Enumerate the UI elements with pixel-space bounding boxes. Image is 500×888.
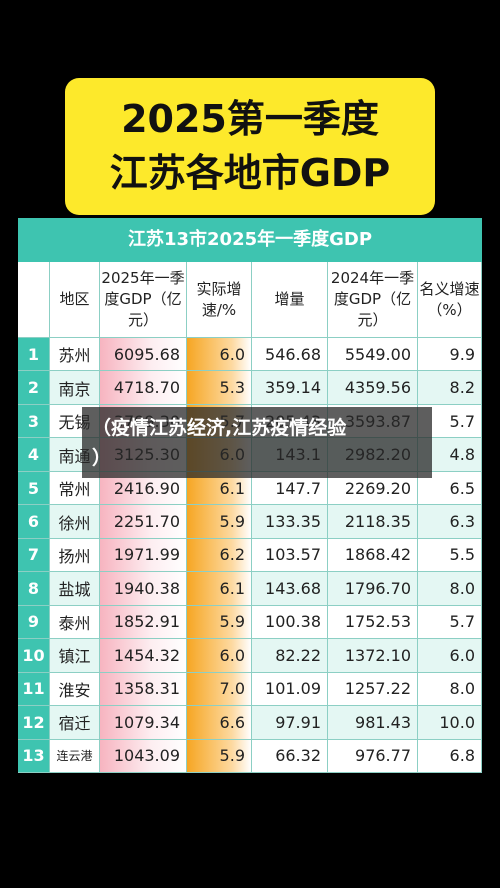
table-cell: 8 — [18, 572, 50, 606]
header-cell: 2024年一季度GDP（亿元） — [328, 262, 418, 338]
table-cell: 981.43 — [328, 706, 418, 740]
table-cell: 143.68 — [252, 572, 328, 606]
table-cell: 盐城 — [50, 572, 100, 606]
table-cell: 6095.68 — [100, 338, 187, 372]
table-cell: 13 — [18, 739, 50, 773]
table-cell: 1079.34 — [100, 706, 187, 740]
table-cell: 101.09 — [252, 672, 328, 707]
table-cell: 淮安 — [50, 672, 100, 707]
table-cell: 镇江 — [50, 639, 100, 673]
header-cell — [18, 262, 50, 338]
table-cell: 1752.53 — [328, 605, 418, 640]
table-cell: 5.9 — [187, 739, 252, 773]
table-cell: 6.1 — [187, 572, 252, 606]
table-cell: 6 — [18, 505, 50, 539]
header-cell: 增量 — [252, 262, 328, 338]
table-cell: 5.7 — [418, 605, 482, 640]
header-cell: 名义增速（%） — [418, 262, 482, 338]
table-cell: 常州 — [50, 471, 100, 506]
overlay-caption: （疫情江苏经济,江苏疫情经验 ） — [82, 407, 432, 478]
table-cell: 连云港 — [50, 739, 100, 773]
table-cell: 7 — [18, 538, 50, 573]
table-cell: 1043.09 — [100, 739, 187, 773]
table-cell: 苏州 — [50, 338, 100, 372]
table-cell: 6.6 — [187, 706, 252, 740]
table-cell: 3 — [18, 404, 50, 439]
gdp-table: 江苏13市2025年一季度GDP 地区 2025年一季度GDP（亿元） 实际增速/%… — [18, 218, 482, 773]
table-cell: 11 — [18, 672, 50, 707]
table-cell: 8.2 — [418, 371, 482, 405]
header-cell: 地区 — [50, 262, 100, 338]
table-cell: 1372.10 — [328, 639, 418, 673]
overlay-line: （疫情江苏经济,江苏疫情经验 — [92, 417, 347, 439]
table-cell: 南京 — [50, 371, 100, 405]
table-cell: 8.0 — [418, 572, 482, 606]
table-cell: 4718.70 — [100, 371, 187, 405]
table-cell: 1868.42 — [328, 538, 418, 573]
table-cell: 8.0 — [418, 672, 482, 707]
table-cell: 10 — [18, 639, 50, 673]
table-cell: 2 — [18, 371, 50, 405]
table-cell: 976.77 — [328, 739, 418, 773]
table-cell: 103.57 — [252, 538, 328, 573]
table-cell: 6.3 — [418, 505, 482, 539]
table-cell: 359.14 — [252, 371, 328, 405]
table-cell: 147.7 — [252, 471, 328, 506]
table-cell: 6.5 — [418, 471, 482, 506]
table-cell: 6.0 — [187, 639, 252, 673]
table-cell: 5 — [18, 471, 50, 506]
table-cell: 133.35 — [252, 505, 328, 539]
table-cell: 66.32 — [252, 739, 328, 773]
table-cell: 泰州 — [50, 605, 100, 640]
table-cell: 1971.99 — [100, 538, 187, 573]
table-cell: 5.7 — [418, 404, 482, 439]
table-title: 江苏13市2025年一季度GDP — [18, 218, 482, 262]
table-cell: 4359.56 — [328, 371, 418, 405]
table-cell: 1852.91 — [100, 605, 187, 640]
table-cell: 5.9 — [187, 505, 252, 539]
table-cell: 2118.35 — [328, 505, 418, 539]
table-cell: 1 — [18, 338, 50, 372]
table-cell: 5.9 — [187, 605, 252, 640]
table-cell: 2269.20 — [328, 471, 418, 506]
table-cell: 5.3 — [187, 371, 252, 405]
table-cell: 宿迁 — [50, 706, 100, 740]
table-cell: 2251.70 — [100, 505, 187, 539]
table-cell: 12 — [18, 706, 50, 740]
table-cell: 82.22 — [252, 639, 328, 673]
table-cell: 扬州 — [50, 538, 100, 573]
table-cell: 6.0 — [418, 639, 482, 673]
overlay-line: ） — [92, 447, 112, 469]
table-cell: 1257.22 — [328, 672, 418, 707]
table-cell: 9.9 — [418, 338, 482, 372]
table-cell: 徐州 — [50, 505, 100, 539]
table-cell: 97.91 — [252, 706, 328, 740]
table-cell: 6.0 — [187, 338, 252, 372]
table-cell: 7.0 — [187, 672, 252, 707]
table-cell: 6.2 — [187, 538, 252, 573]
table-cell: 1358.31 — [100, 672, 187, 707]
header-cell: 2025年一季度GDP（亿元） — [100, 262, 187, 338]
table-cell: 6.8 — [418, 739, 482, 773]
banner-line: 2025第一季度 — [121, 97, 379, 141]
table-cell: 9 — [18, 605, 50, 640]
banner-line: 江苏各地市GDP — [109, 151, 391, 195]
table-cell: 100.38 — [252, 605, 328, 640]
table-cell: 5.5 — [418, 538, 482, 573]
table-cell: 1940.38 — [100, 572, 187, 606]
table-cell: 4 — [18, 438, 50, 472]
table-cell: 5549.00 — [328, 338, 418, 372]
table-cell: 546.68 — [252, 338, 328, 372]
header-cell: 实际增速/% — [187, 262, 252, 338]
table-cell: 1796.70 — [328, 572, 418, 606]
banner: 2025第一季度 江苏各地市GDP — [65, 78, 435, 215]
table-cell: 1454.32 — [100, 639, 187, 673]
table-cell: 10.0 — [418, 706, 482, 740]
